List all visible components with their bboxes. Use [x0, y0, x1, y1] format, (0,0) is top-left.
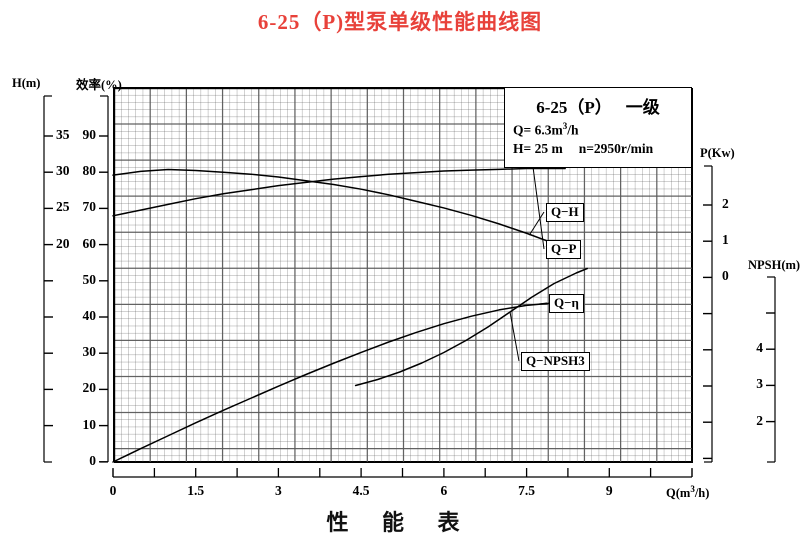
power-tick-2: 2 — [722, 196, 729, 211]
eff-tick-20: 20 — [82, 380, 97, 396]
h-tick-30: 30 — [56, 163, 70, 179]
eff-tick-60: 60 — [82, 235, 97, 251]
page-caption: 性 能 表 — [326, 510, 474, 535]
eff-tick-90: 90 — [82, 127, 97, 142]
x-tick-4.5: 4.5 — [352, 483, 370, 498]
npsh-tick-2: 2 — [756, 412, 763, 428]
axis-flow-sup: 3 — [690, 484, 695, 494]
info-q-unit: /h — [567, 122, 579, 138]
info-model-line: 6-25（P） 一级 — [505, 93, 691, 118]
eff-tick-40: 40 — [82, 308, 97, 323]
info-q-value: 6.3m — [534, 122, 563, 138]
h-tick-20: 20 — [56, 235, 70, 251]
info-flow-line: Q= 6.3m3/h — [513, 121, 691, 139]
x-tick-6: 6 — [440, 483, 448, 498]
power-tick-0: 0 — [722, 268, 729, 284]
info-box: 6-25（P） 一级 Q= 6.3m3/h H= 25 m n=2950r/min — [504, 87, 692, 168]
curve-label-qp: Q−P — [546, 240, 582, 259]
eff-tick-30: 30 — [82, 344, 97, 360]
eff-tick-0: 0 — [89, 452, 96, 468]
x-tick-0: 0 — [109, 483, 117, 498]
axis-flow-tail: /h) — [694, 486, 710, 501]
info-q-label: Q= — [513, 122, 532, 138]
eff-tick-80: 80 — [82, 163, 97, 179]
eff-tick-10: 10 — [82, 416, 97, 432]
axis-caption-h: H(m) — [12, 76, 41, 90]
info-grade: 一级 — [625, 98, 660, 117]
h-tick-25: 25 — [56, 199, 70, 215]
info-h-value: 25 m — [534, 140, 563, 156]
info-q-sup: 3 — [562, 121, 568, 131]
info-head-line: H= 25 m n=2950r/min — [513, 141, 691, 157]
x-tick-7.5: 7.5 — [518, 483, 536, 498]
x-tick-9: 9 — [605, 483, 613, 498]
curve-label-qh: Q−H — [546, 203, 584, 222]
axis-caption-flow: Q(m3/h) — [666, 484, 709, 501]
axis-caption-power: P(Kw) — [700, 146, 735, 160]
x-tick-3: 3 — [275, 483, 282, 498]
axis-caption-efficiency: 效率(%) — [76, 78, 122, 92]
info-h-label: H= — [513, 140, 532, 156]
axis-caption-npsh: NPSH(m) — [748, 258, 800, 272]
npsh-tick-4: 4 — [756, 340, 763, 356]
x-tick-1.5: 1.5 — [187, 483, 205, 498]
curve-label-qnpsh3: Q−NPSH3 — [521, 352, 590, 371]
h-tick-35: 35 — [56, 127, 70, 142]
eff-tick-50: 50 — [82, 271, 97, 287]
power-tick-1: 1 — [722, 232, 729, 248]
info-speed: n=2950r/min — [578, 140, 654, 156]
eff-tick-70: 70 — [82, 199, 97, 215]
info-model: 6-25（P） — [536, 98, 612, 117]
page-title: 6-25（P)型泵单级性能曲线图 — [257, 10, 543, 34]
npsh-tick-3: 3 — [756, 376, 763, 392]
axis-flow-main: Q(m — [666, 486, 691, 501]
curve-label-qeta: Q−η — [549, 294, 584, 313]
